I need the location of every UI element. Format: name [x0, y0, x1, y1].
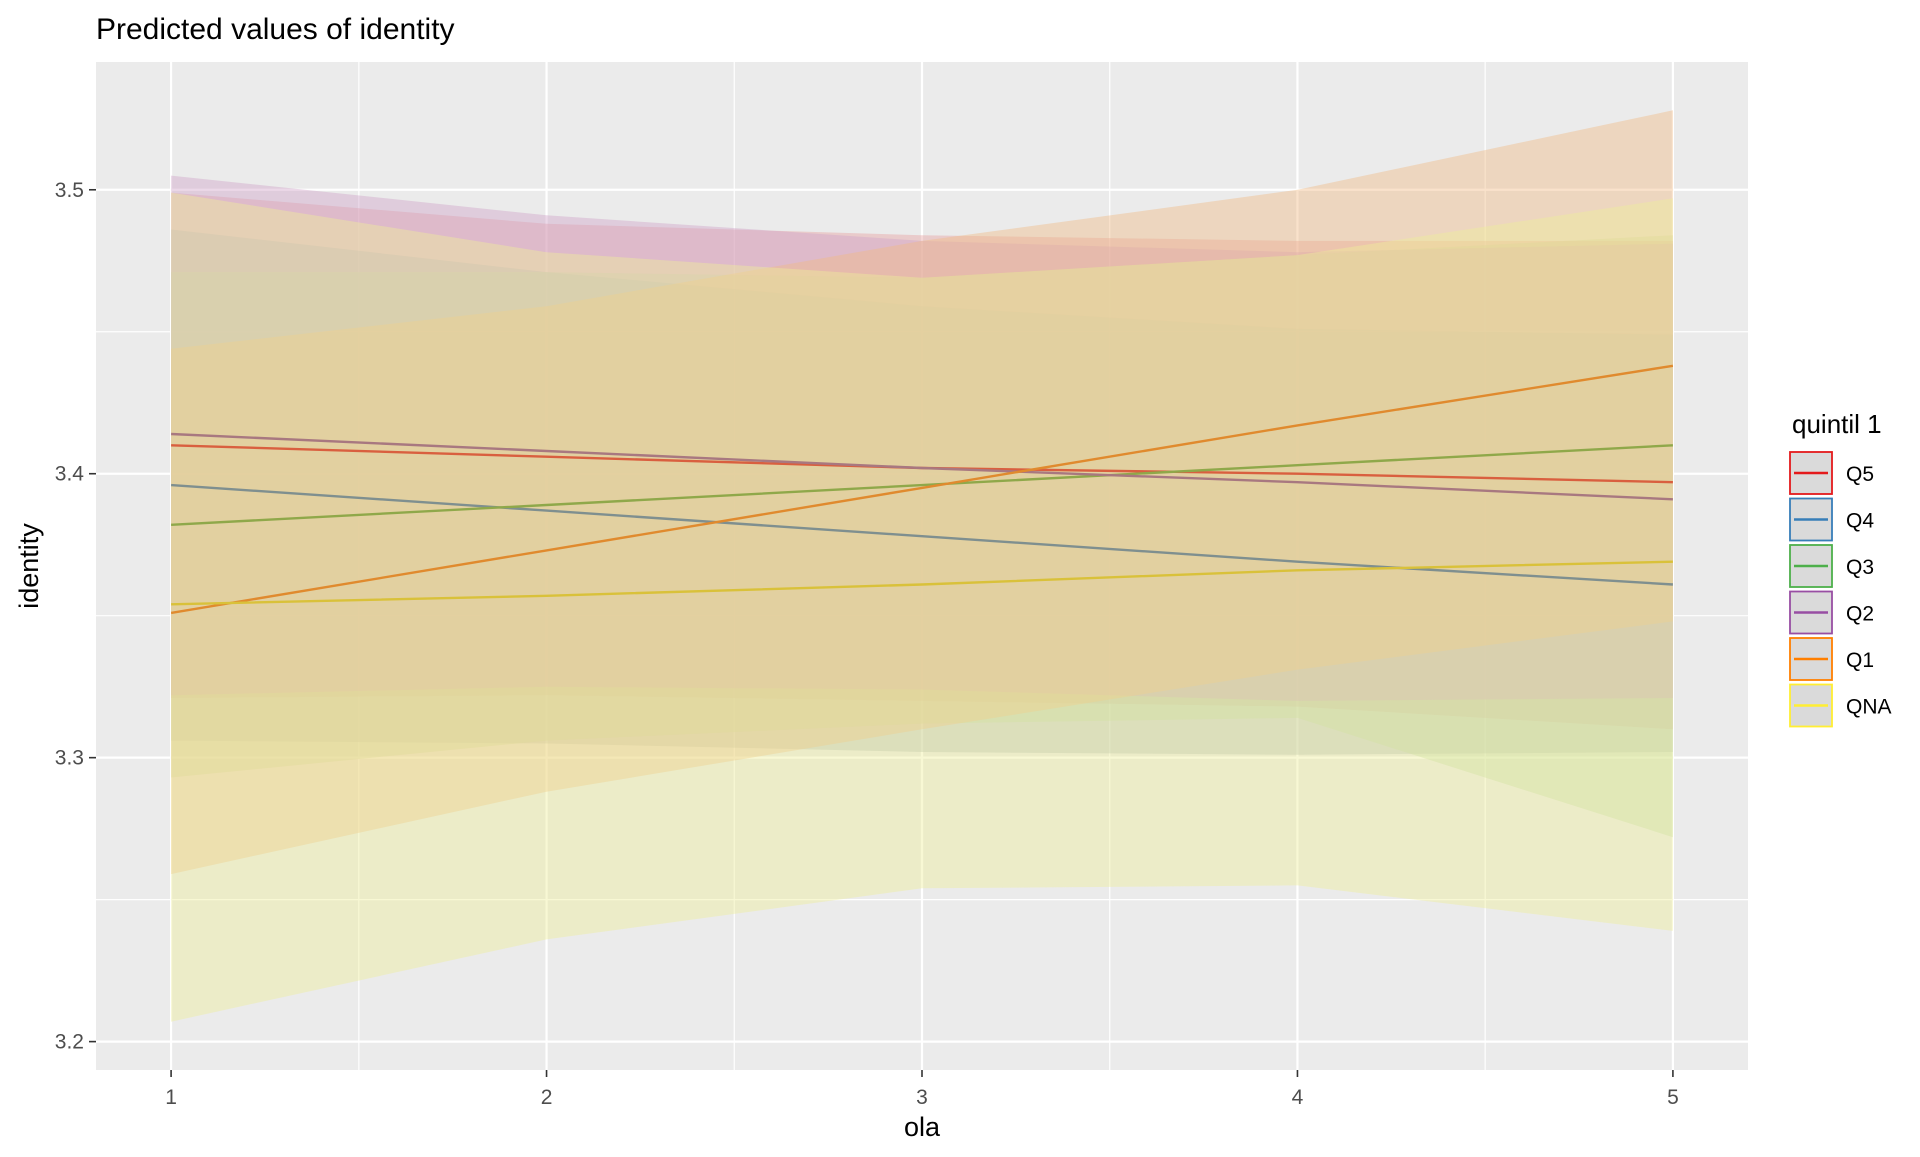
y-tick-label: 3.2	[55, 1031, 84, 1054]
series-line-qna	[171, 560, 1673, 606]
legend-label-q3: Q3	[1846, 556, 1874, 579]
legend-label-qna: QNA	[1846, 696, 1892, 719]
y-tick-label: 3.3	[55, 747, 84, 770]
series-lines	[170, 364, 1674, 615]
band-q1	[171, 110, 1673, 875]
y-tick-label: 3.4	[55, 463, 85, 486]
series-line-q4	[171, 483, 1673, 586]
grid-major	[96, 62, 1748, 1070]
x-tick-label: 5	[1667, 1086, 1679, 1109]
y-axis: 3.2 3.3 3.4 3.5	[55, 179, 96, 1054]
series-line-q3	[171, 444, 1673, 526]
band-q4	[171, 229, 1673, 755]
legend-label-q2: Q2	[1846, 603, 1874, 626]
series-line-q1	[170, 364, 1674, 615]
x-axis-label: ola	[904, 1112, 941, 1142]
x-tick-label: 2	[541, 1086, 553, 1109]
y-tick-label: 3.5	[55, 179, 84, 202]
legend-label-q4: Q4	[1846, 510, 1874, 533]
chart-title: Predicted values of identity	[96, 13, 455, 46]
legend-label-q1: Q1	[1846, 649, 1874, 672]
x-tick-label: 1	[165, 1086, 177, 1109]
x-axis: 1 2 3 4 5	[165, 1070, 1679, 1109]
series-line-q2	[171, 432, 1673, 501]
band-qna	[171, 192, 1673, 1022]
legend-title: quintil 1	[1792, 409, 1882, 439]
y-axis-label: identity	[14, 523, 44, 609]
legend-label-q5: Q5	[1846, 463, 1874, 486]
x-tick-label: 3	[916, 1086, 928, 1109]
x-tick-label: 4	[1292, 1086, 1304, 1109]
legend: quintil 1 Q5 Q4 Q3 Q2 Q1 QNA	[1789, 409, 1892, 728]
